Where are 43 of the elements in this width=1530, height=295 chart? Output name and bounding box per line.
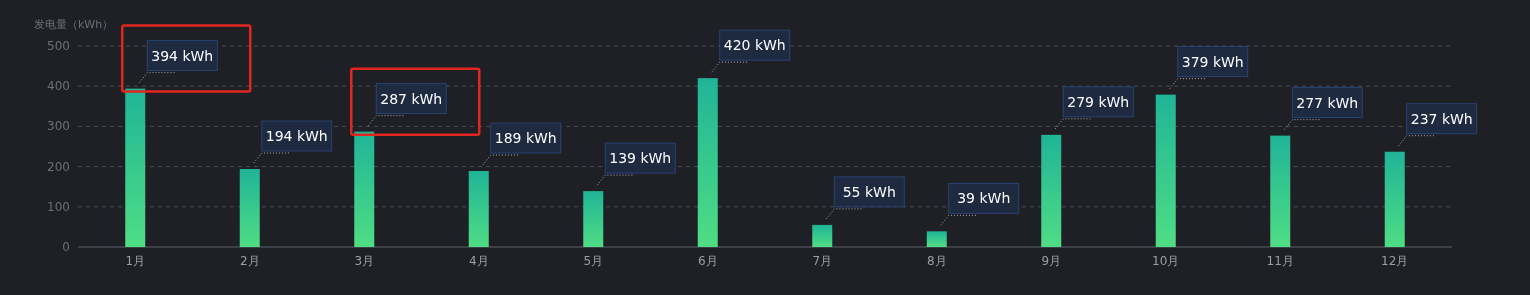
data-label: 39 kWh xyxy=(957,190,1011,207)
x-tick-label: 9月 xyxy=(1041,254,1062,268)
bar xyxy=(1155,94,1176,247)
data-label: 139 kWh xyxy=(609,150,672,167)
bar xyxy=(1384,151,1405,247)
data-label: 379 kWh xyxy=(1181,53,1244,70)
bar xyxy=(697,78,718,247)
y-axis-title: 发电量（kWh） xyxy=(34,18,114,31)
x-tick-label: 10月 xyxy=(1152,254,1180,268)
x-tick-label: 1月 xyxy=(125,254,146,268)
x-tick-label: 12月 xyxy=(1381,254,1409,268)
data-label: 237 kWh xyxy=(1410,110,1473,127)
y-tick-label: 0 xyxy=(62,240,70,254)
data-label: 394 kWh xyxy=(151,47,214,64)
x-tick-label: 3月 xyxy=(354,254,375,268)
y-tick-label: 300 xyxy=(47,119,70,134)
data-label: 420 kWh xyxy=(723,37,786,54)
data-label: 55 kWh xyxy=(842,183,896,200)
data-label: 287 kWh xyxy=(380,90,443,107)
data-label: 189 kWh xyxy=(494,130,557,147)
bar xyxy=(125,88,146,247)
bar xyxy=(1041,134,1062,247)
bar xyxy=(926,231,947,247)
x-tick-label: 8月 xyxy=(926,254,947,268)
data-label: 279 kWh xyxy=(1067,93,1130,110)
x-tick-label: 11月 xyxy=(1266,254,1294,268)
bar xyxy=(239,169,260,247)
bar xyxy=(468,171,489,247)
x-tick-label: 6月 xyxy=(697,254,718,268)
data-label: 194 kWh xyxy=(265,128,328,145)
bar xyxy=(354,131,375,247)
y-tick-label: 100 xyxy=(47,199,70,214)
bar xyxy=(583,191,604,247)
bar xyxy=(812,224,833,247)
x-tick-label: 4月 xyxy=(468,254,489,268)
y-tick-label: 400 xyxy=(47,79,70,94)
y-tick-label: 200 xyxy=(47,159,70,174)
x-tick-label: 7月 xyxy=(812,254,833,268)
x-tick-label: 2月 xyxy=(239,254,260,268)
x-tick-label: 5月 xyxy=(583,254,604,268)
bar xyxy=(1270,135,1291,247)
y-tick-label: 500 xyxy=(47,39,70,53)
data-label: 277 kWh xyxy=(1296,94,1359,111)
